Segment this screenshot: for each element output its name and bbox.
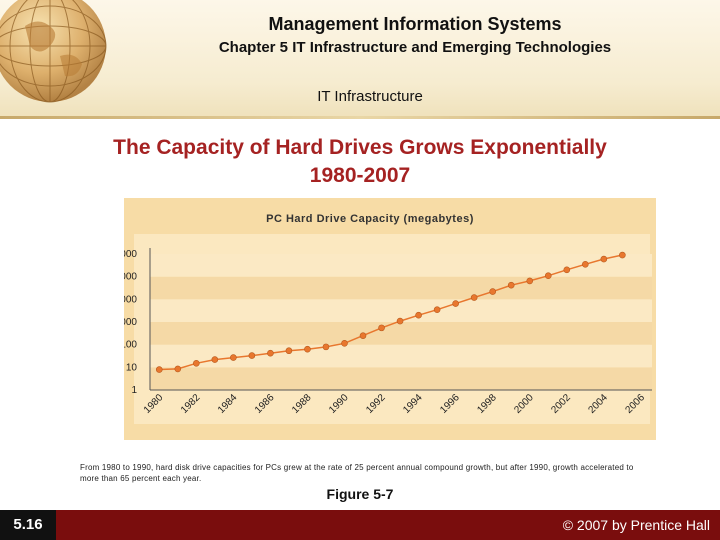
axes [149, 248, 652, 391]
slide-title-line-2: 1980-2007 [309, 164, 411, 187]
y-tick-label: 100 [124, 340, 137, 351]
figure-label: Figure 5-7 [326, 486, 394, 502]
plot-band [150, 367, 652, 390]
data-point [174, 365, 182, 373]
chart-frame: PC Hard Drive Capacity (megabytes) 1 10 10… [124, 198, 656, 440]
y-tick-label: 1 [131, 385, 137, 396]
data-point [489, 288, 496, 295]
data-point [285, 347, 293, 355]
plot-band [150, 254, 652, 277]
data-point [267, 349, 274, 357]
slide-title: The Capacity of Hard Drives Grows Expone… [40, 134, 680, 190]
slide-title-line-1: The Capacity of Hard Drives Grows Expone… [113, 136, 607, 159]
data-point [396, 317, 404, 325]
data-point [230, 354, 237, 361]
data-point [582, 261, 589, 268]
hard-drive-capacity-chart: PC Hard Drive Capacity (megabytes) 1 10 10… [124, 213, 652, 424]
y-tick-label: 10.000 [124, 294, 137, 305]
data-point [155, 366, 163, 373]
data-point [248, 352, 256, 359]
data-point [563, 266, 571, 274]
y-tick-label: 100,000 [124, 272, 137, 283]
data-point [211, 356, 219, 363]
data-point [544, 272, 552, 280]
copyright: © 2007 by Prentice Hall [562, 517, 710, 533]
header-band [0, 0, 720, 118]
y-tick-label: 1.000 [124, 317, 137, 328]
data-point [619, 251, 626, 259]
data-point [193, 360, 200, 367]
plot-band [150, 322, 652, 345]
footer-bar [0, 510, 720, 540]
data-point [433, 306, 441, 313]
y-axis-ticks: 1 10 100 1.000 10.000 100,000 1,000,000 [124, 249, 137, 396]
data-point [415, 311, 422, 319]
plot-band [150, 276, 652, 300]
data-point [322, 343, 330, 351]
globe-icon [0, 0, 107, 103]
data-point [507, 281, 515, 289]
header-title: Management Information Systems [268, 14, 562, 34]
figure-caption: From 1980 to 1990, hard disk drive capac… [80, 463, 634, 483]
plot-bands [134, 234, 652, 424]
plot-band [150, 344, 652, 368]
section-title: IT Infrastructure [317, 88, 423, 105]
data-point [304, 345, 311, 353]
data-point [359, 332, 367, 339]
header-divider [0, 116, 720, 119]
data-point [600, 255, 608, 263]
series-points [155, 251, 626, 373]
data-point [341, 339, 348, 347]
data-point [452, 300, 459, 307]
y-tick-label: 10 [126, 362, 138, 373]
data-point [378, 324, 385, 332]
plot-band [150, 299, 652, 322]
data-point [470, 294, 478, 301]
header-subtitle: Chapter 5 IT Infrastructure and Emerging… [218, 39, 612, 56]
data-point [526, 277, 534, 285]
slide-number: 5.16 [0, 510, 56, 540]
chart-title: PC Hard Drive Capacity (megabytes) [266, 213, 474, 225]
y-tick-label: 1,000,000 [124, 249, 137, 260]
